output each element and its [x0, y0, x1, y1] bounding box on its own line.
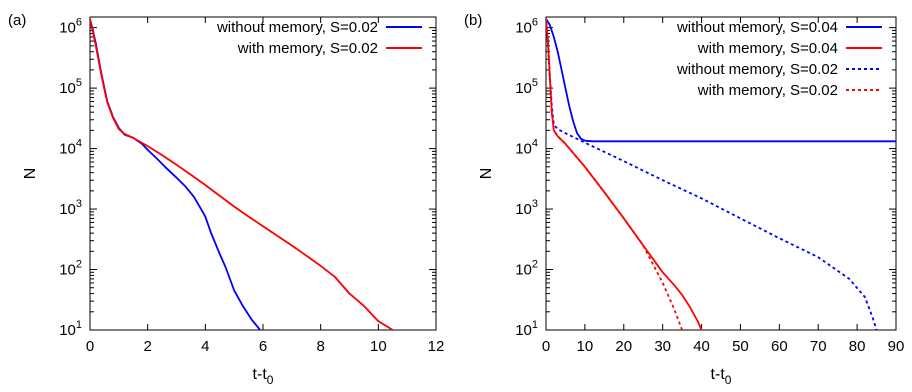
y-tick-base: 10: [59, 201, 76, 218]
y-tick-base: 10: [515, 80, 532, 97]
y-tick-label: 104: [515, 138, 538, 158]
y-tick-exponent: 6: [532, 17, 538, 29]
x-axis-label-main: t-t: [711, 366, 726, 383]
legend-label: without memory, S=0.04: [676, 19, 838, 36]
legend-label: without memory, S=0.02: [216, 19, 378, 36]
y-tick-base: 10: [515, 322, 532, 339]
x-tick-label: 8: [316, 338, 324, 355]
y-tick-base: 10: [59, 20, 76, 37]
y-tick-base: 10: [59, 262, 76, 279]
x-tick-label: 30: [654, 338, 671, 355]
y-tick-label: 106: [59, 17, 82, 37]
legend-label: without memory, S=0.02: [676, 61, 838, 78]
y-tick-base: 10: [59, 141, 76, 158]
x-tick-label: 12: [428, 338, 445, 355]
legend-label: with memory, S=0.04: [697, 40, 838, 57]
y-tick-base: 10: [59, 80, 76, 97]
x-tick-label: 0: [542, 338, 550, 355]
x-axis-label: t-t0: [253, 366, 274, 387]
y-tick-label: 101: [515, 319, 538, 339]
x-tick-label: 50: [732, 338, 749, 355]
legend-label: with memory, S=0.02: [697, 82, 838, 99]
y-tick-label: 103: [59, 198, 82, 218]
y-tick-label: 105: [59, 77, 82, 97]
y-tick-label: 102: [59, 259, 82, 279]
y-tick-label: 102: [515, 259, 538, 279]
panel-label: (b): [464, 12, 482, 29]
series-line-1: [546, 18, 703, 330]
series-line-0: [546, 18, 896, 143]
legend: without memory, S=0.02 with memory, S=0.0…: [216, 19, 422, 57]
y-tick-exponent: 1: [532, 319, 538, 331]
y-tick-label: 101: [59, 319, 82, 339]
y-tick-label: 105: [515, 77, 538, 97]
y-tick-base: 10: [515, 141, 532, 158]
x-tick-label: 2: [143, 338, 151, 355]
series-line-3: [546, 18, 683, 330]
y-tick-exponent: 2: [532, 259, 538, 271]
y-tick-label: 104: [59, 138, 82, 158]
x-axis-label-subscript: 0: [267, 373, 274, 387]
y-tick-exponent: 1: [76, 319, 82, 331]
x-tick-label: 20: [615, 338, 632, 355]
x-tick-label: 40: [693, 338, 710, 355]
legend: without memory, S=0.04 with memory, S=0.0…: [676, 19, 882, 99]
x-axis-label: t-t0: [711, 366, 732, 387]
panel-label: (a): [8, 12, 26, 29]
y-tick-exponent: 2: [76, 259, 82, 271]
y-tick-exponent: 4: [76, 138, 82, 150]
y-axis-label: N: [478, 168, 495, 180]
x-tick-label: 60: [771, 338, 788, 355]
y-tick-base: 10: [59, 322, 76, 339]
series-line-1: [90, 18, 394, 330]
x-tick-label: 70: [810, 338, 827, 355]
x-axis-label-main: t-t: [253, 366, 268, 383]
y-tick-base: 10: [515, 20, 532, 37]
x-tick-label: 10: [577, 338, 594, 355]
y-tick-exponent: 6: [76, 17, 82, 29]
x-axis-label-subscript: 0: [725, 373, 732, 387]
y-tick-exponent: 5: [76, 77, 82, 89]
x-tick-label: 10: [370, 338, 387, 355]
y-tick-exponent: 5: [532, 77, 538, 89]
x-tick-label: 6: [259, 338, 267, 355]
legend-label: with memory, S=0.02: [237, 40, 378, 57]
y-tick-exponent: 3: [76, 198, 82, 210]
y-tick-exponent: 3: [532, 198, 538, 210]
series-line-2: [546, 18, 878, 330]
y-axis-label: N: [22, 168, 39, 180]
y-tick-exponent: 4: [532, 138, 538, 150]
x-tick-label: 80: [849, 338, 866, 355]
y-tick-label: 106: [515, 17, 538, 37]
x-tick-label: 90: [888, 338, 905, 355]
y-tick-base: 10: [515, 262, 532, 279]
x-tick-label: 0: [86, 338, 94, 355]
plot-frame: [545, 16, 897, 331]
y-tick-label: 103: [515, 198, 538, 218]
y-tick-base: 10: [515, 201, 532, 218]
x-tick-label: 4: [201, 338, 209, 355]
